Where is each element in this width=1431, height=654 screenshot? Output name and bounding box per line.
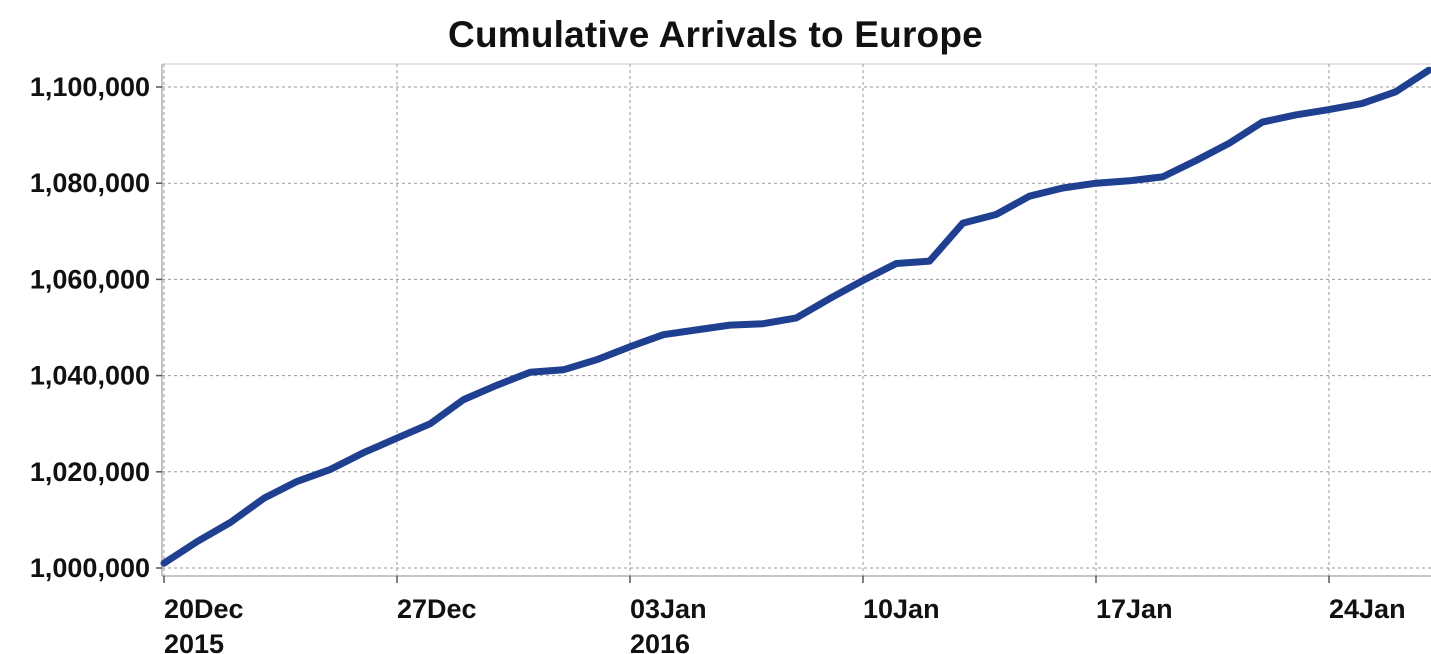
y-tick-label: 1,060,000: [30, 264, 150, 294]
x-tick-label: 10Jan: [863, 594, 940, 624]
y-tick-label: 1,000,000: [30, 553, 150, 583]
y-tick-label: 1,100,000: [30, 72, 150, 102]
y-tick-label: 1,040,000: [30, 361, 150, 391]
x-tick-sublabel: 2015: [164, 629, 224, 654]
x-tick-label: 20Dec: [164, 594, 244, 624]
x-tick-label: 27Dec: [397, 594, 477, 624]
x-tick-label: 24Jan: [1329, 594, 1406, 624]
x-tick-sublabel: 2016: [630, 629, 690, 654]
x-tick-label: 17Jan: [1096, 594, 1173, 624]
series-line: [160, 66, 1431, 567]
y-tick-label: 1,020,000: [30, 457, 150, 487]
chart-title: Cumulative Arrivals to Europe: [448, 14, 983, 55]
y-tick-label: 1,080,000: [30, 168, 150, 198]
x-tick-label: 03Jan: [630, 594, 707, 624]
